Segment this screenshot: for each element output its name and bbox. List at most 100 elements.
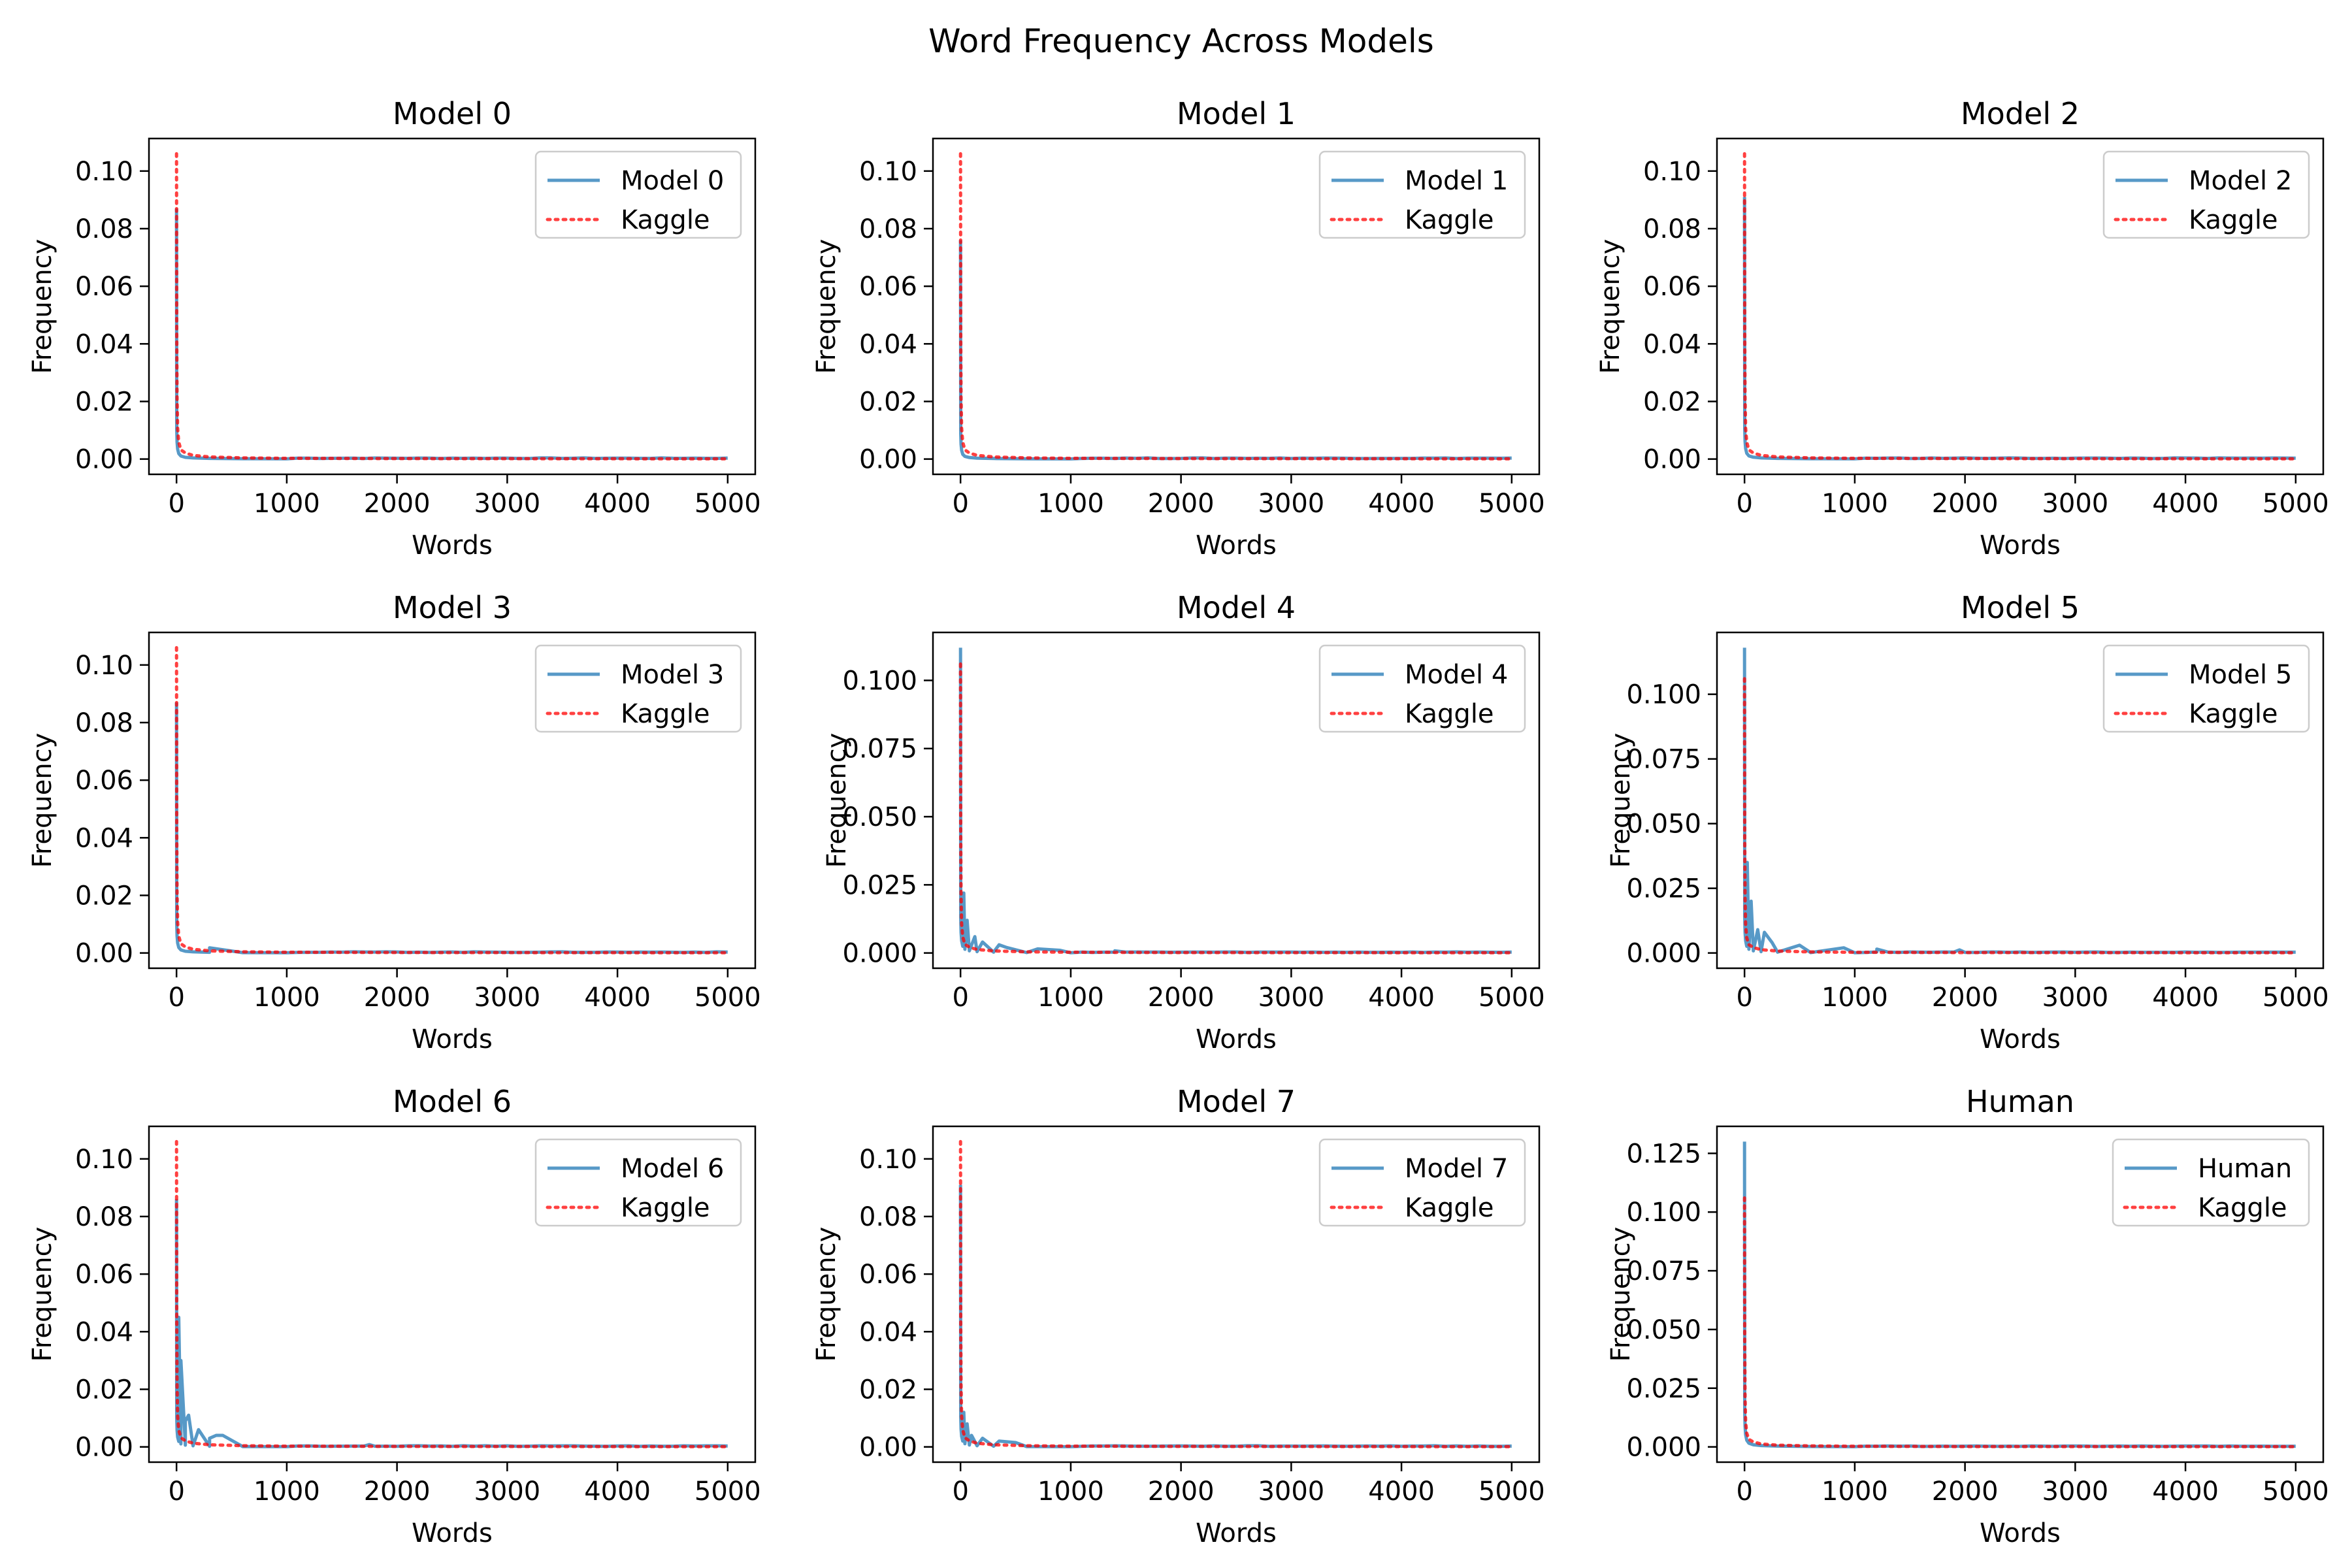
y-tick-label: 0.100 (1626, 680, 1701, 710)
legend-box (1318, 150, 1526, 239)
x-tick-label: 3000 (2042, 1477, 2108, 1507)
y-axis-label: Frequency (811, 239, 841, 374)
x-tick-label: 2000 (1148, 489, 1215, 519)
series-line-kaggle (958, 1139, 1514, 1448)
y-tick-label: 0.00 (859, 445, 917, 475)
figure-title: Word Frequency Across Models (928, 22, 1434, 60)
x-tick-label: 5000 (694, 489, 761, 519)
x-tick-label: 3000 (474, 1477, 540, 1507)
subplot-title: Model 1 (1177, 96, 1296, 131)
legend-label-kaggle: Kaggle (621, 699, 710, 729)
legend-label-kaggle: Kaggle (1405, 699, 1494, 729)
y-tick-label: 0.08 (859, 214, 917, 244)
y-tick-label: 0.06 (859, 272, 917, 302)
y-tick-label: 0.025 (1626, 1374, 1701, 1404)
x-tick-label: 5000 (1478, 1477, 1545, 1507)
x-tick-label: 0 (1736, 489, 1752, 519)
x-tick-label: 0 (168, 1477, 184, 1507)
legend: Model 6 Kaggle (534, 1138, 742, 1227)
legend: Model 1 Kaggle (1318, 150, 1526, 239)
subplot-grid: Model 0 0 1000 2000 3000 4000 5000 0.00 0.02 0.04… (27, 96, 2329, 1548)
subplot-title: Model 7 (1177, 1084, 1296, 1119)
x-tick-label: 3000 (2042, 489, 2108, 519)
y-axis-label: Frequency (1595, 239, 1625, 374)
legend-label-kaggle: Kaggle (621, 1193, 710, 1223)
x-tick-label: 2000 (1148, 983, 1215, 1013)
legend: Model 2 Kaggle (2102, 150, 2310, 239)
legend: Model 0 Kaggle (534, 150, 742, 239)
x-tick-label: 3000 (474, 489, 540, 519)
x-tick-label: 0 (952, 1477, 968, 1507)
y-tick-label: 0.10 (75, 651, 133, 681)
y-tick-label: 0.06 (1643, 272, 1701, 302)
y-tick-label: 0.10 (859, 1145, 917, 1175)
x-tick-label: 1000 (1821, 983, 1888, 1013)
y-tick-label: 0.08 (75, 214, 133, 244)
legend-label-model: Model 0 (621, 166, 724, 196)
y-tick-label: 0.10 (859, 157, 917, 187)
x-axis-label: Words (1196, 1024, 1277, 1054)
y-tick-label: 0.00 (75, 939, 133, 969)
legend-box (2102, 644, 2310, 733)
y-tick-label: 0.02 (75, 387, 133, 417)
axes-frame (148, 137, 757, 476)
legend-box (1318, 644, 1526, 733)
subplot-4: Model 4 0 1000 2000 3000 4000 5000 0.000 0.025 0.… (822, 590, 1545, 1054)
subplot-title: Model 5 (1961, 590, 2080, 625)
subplot-0: Model 0 0 1000 2000 3000 4000 5000 0.00 0.02 0.04… (27, 96, 761, 561)
x-tick-label: 2000 (1932, 983, 1999, 1013)
y-tick-label: 0.04 (75, 823, 133, 853)
series-line-kaggle (1742, 677, 2298, 955)
y-tick-label: 0.025 (1626, 874, 1701, 904)
y-tick-label: 0.075 (842, 734, 917, 764)
legend-label-kaggle: Kaggle (2189, 699, 2278, 729)
x-tick-label: 1000 (253, 489, 320, 519)
subplot-title: Model 2 (1961, 96, 2080, 131)
x-tick-label: 0 (952, 489, 968, 519)
y-tick-label: 0.02 (859, 1375, 917, 1405)
x-tick-label: 2000 (364, 1477, 431, 1507)
y-tick-label: 0.04 (75, 1317, 133, 1347)
legend-label-kaggle: Kaggle (1405, 1193, 1494, 1223)
axes-frame (1716, 1125, 2325, 1463)
x-tick-label: 1000 (1037, 489, 1104, 519)
legend-label-model: Model 4 (1405, 660, 1508, 690)
y-tick-label: 0.04 (859, 1317, 917, 1347)
legend-box (1318, 1138, 1526, 1227)
y-tick-label: 0.08 (75, 1202, 133, 1232)
y-tick-label: 0.04 (1643, 329, 1701, 359)
x-tick-label: 0 (168, 983, 184, 1013)
subplot-6: Model 6 0 1000 2000 3000 4000 5000 0.00 0.02 0.04… (27, 1084, 761, 1548)
axes-frame (148, 1125, 757, 1463)
y-axis-label: Frequency (27, 239, 57, 374)
y-tick-label: 0.100 (842, 666, 917, 696)
y-tick-label: 0.08 (1643, 214, 1701, 244)
x-tick-label: 5000 (694, 983, 761, 1013)
x-tick-label: 1000 (253, 983, 320, 1013)
x-tick-label: 4000 (1368, 983, 1435, 1013)
y-axis-label: Frequency (1606, 1227, 1636, 1362)
y-tick-label: 0.10 (1643, 157, 1701, 187)
y-tick-label: 0.075 (1626, 745, 1701, 775)
x-tick-label: 1000 (1037, 1477, 1104, 1507)
x-tick-label: 3000 (1258, 983, 1324, 1013)
x-tick-label: 0 (952, 983, 968, 1013)
legend-label-kaggle: Kaggle (1405, 205, 1494, 235)
x-tick-label: 0 (1736, 983, 1752, 1013)
axes-frame (932, 1125, 1541, 1463)
y-tick-label: 0.10 (75, 157, 133, 187)
legend-label-model: Model 1 (1405, 166, 1508, 196)
x-tick-label: 5000 (1478, 983, 1545, 1013)
series-line-kaggle (1742, 1196, 2298, 1448)
subplot-3: Model 3 0 1000 2000 3000 4000 5000 0.00 0.02 0.04… (27, 590, 761, 1054)
y-tick-label: 0.00 (1643, 445, 1701, 475)
x-axis-label: Words (1980, 1024, 2061, 1054)
y-tick-label: 0.10 (75, 1145, 133, 1175)
x-tick-label: 5000 (694, 1477, 761, 1507)
y-tick-label: 0.100 (1626, 1198, 1701, 1228)
y-axis-label: Frequency (27, 733, 57, 868)
series-line-kaggle (174, 152, 730, 461)
x-axis-label: Words (1196, 1518, 1277, 1548)
